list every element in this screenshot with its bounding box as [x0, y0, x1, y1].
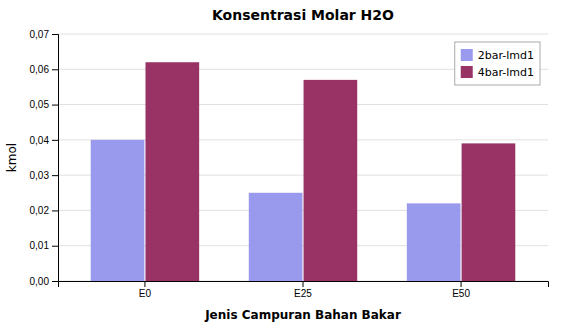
tick-mark	[144, 281, 145, 287]
x-axis-title: Jenis Campuran Bahan Bakar	[204, 308, 401, 322]
bar	[91, 140, 145, 281]
tick-label: E0	[139, 288, 152, 299]
tick: E50	[452, 281, 470, 299]
bar-series	[145, 62, 515, 281]
tick-label: 0,04	[30, 135, 50, 146]
tick: 0,04	[30, 135, 58, 146]
legend: 2bar-lmd1 4bar-lmd1	[455, 42, 540, 85]
y-axis-title: kmol	[5, 143, 19, 172]
tick-label: 0,00	[30, 276, 50, 287]
tick-label: E25	[294, 288, 312, 299]
tick-label: 0,05	[30, 99, 50, 110]
bars	[91, 62, 516, 281]
tick-label: 0,06	[30, 64, 50, 75]
tick: E25	[294, 281, 312, 299]
tick: 0,07	[30, 29, 58, 40]
y-axis: 0,00 0,01 0,02 0,03 0,04 0,05 0,06 0,07	[30, 29, 59, 287]
tick-mark	[52, 105, 58, 106]
tick-mark	[52, 281, 58, 282]
bar	[249, 193, 303, 281]
tick: 0,00	[30, 276, 58, 287]
legend-swatch	[461, 49, 473, 61]
tick-mark	[461, 281, 462, 287]
bar	[462, 143, 516, 281]
tick-mark	[52, 175, 58, 176]
tick-label: 0,03	[30, 170, 50, 181]
tick: 0,05	[30, 99, 58, 110]
legend-swatch	[461, 66, 473, 78]
x-axis: E0 E25 E50	[59, 281, 549, 299]
grid	[58, 34, 548, 281]
chart: 0,00 0,01 0,02 0,03 0,04 0,05 0,06 0,07 E0 E25 E50…	[0, 0, 568, 333]
legend-item: 4bar-lmd1	[461, 66, 534, 79]
bar	[304, 80, 358, 281]
title: Konsentrasi Molar H2O	[212, 7, 394, 23]
grid-line	[58, 34, 548, 35]
tick-mark	[52, 210, 58, 211]
legend-label: 2bar-lmd1	[478, 49, 534, 62]
bar	[145, 62, 199, 281]
tick: E0	[139, 281, 152, 299]
axis-line	[52, 35, 59, 282]
legend-frame	[455, 42, 540, 85]
tick-label: 0,07	[30, 29, 50, 40]
plot: 0,00 0,01 0,02 0,03 0,04 0,05 0,06 0,07 E0 E25 E50…	[30, 29, 549, 299]
tick-label: 0,01	[30, 240, 50, 251]
grid-line	[58, 104, 548, 105]
tick: 0,06	[30, 64, 58, 75]
legend-item: 2bar-lmd1	[461, 49, 534, 62]
tick: 0,03	[30, 170, 58, 181]
tick-mark	[52, 140, 58, 141]
tick-mark	[52, 246, 58, 247]
tick-mark	[303, 281, 304, 287]
tick-label: 0,02	[30, 205, 50, 216]
tick: 0,02	[30, 205, 58, 216]
axis-line	[59, 282, 549, 288]
bar	[407, 203, 461, 281]
tick-mark	[52, 34, 58, 35]
tick-mark	[52, 69, 58, 70]
legend-label: 4bar-lmd1	[478, 66, 534, 79]
tick: 0,01	[30, 240, 58, 251]
tick-label: E50	[452, 288, 470, 299]
